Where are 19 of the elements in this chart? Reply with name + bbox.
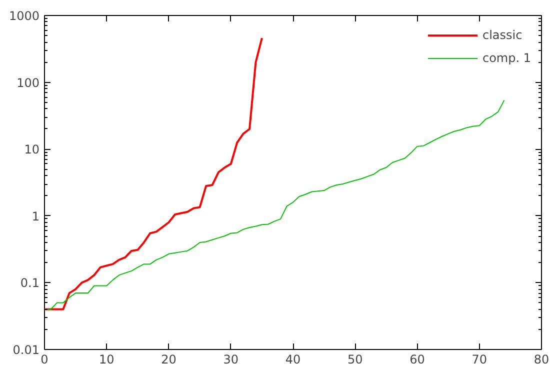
x-tick-label: 50 [347, 352, 363, 366]
y-tick-label: 0.1 [20, 276, 40, 290]
line-series [44, 37, 263, 310]
y-tick-label: 100 [16, 76, 40, 90]
x-tick-label: 60 [410, 352, 425, 366]
x-tick-label: 70 [472, 352, 488, 366]
y-tick-label: 0.01 [12, 343, 40, 357]
x-tick-label: 30 [223, 352, 239, 366]
y-tick-label: 1000 [8, 9, 40, 23]
x-tick-label: 10 [98, 352, 114, 366]
line-series [44, 100, 505, 310]
y-tick-label: 1 [32, 209, 40, 224]
x-tick-label: 80 [534, 352, 550, 366]
legend-label: comp. 1 [482, 51, 531, 65]
x-tick-label: 0 [40, 352, 48, 366]
x-tick-label: 40 [285, 352, 301, 366]
x-tick-label: 20 [161, 352, 176, 366]
legend-label: classic [482, 28, 522, 42]
y-tick-label: 10 [24, 142, 40, 157]
